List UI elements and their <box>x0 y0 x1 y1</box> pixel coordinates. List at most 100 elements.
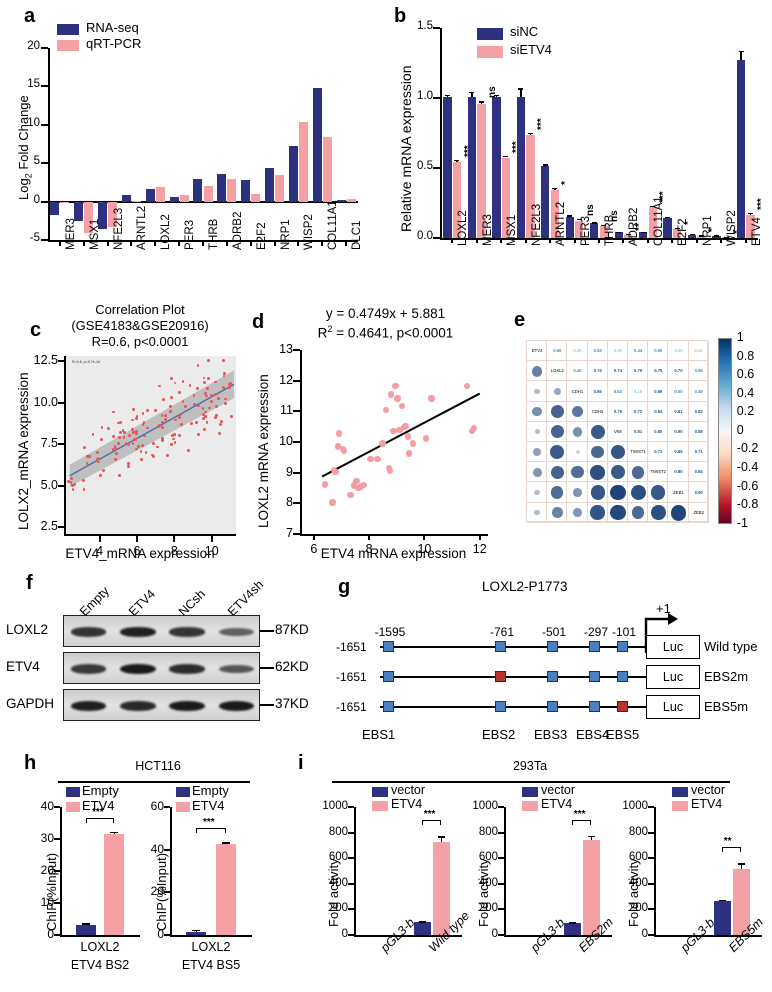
y-tick-i-1 <box>498 831 504 834</box>
scatter-point-d <box>406 450 413 457</box>
y-axis-i-2 <box>654 807 656 935</box>
errorbar-i-1-etv4 <box>590 835 592 840</box>
blot-mw-leader <box>260 704 274 706</box>
scatter-point-c <box>158 384 161 388</box>
heatmap-circle <box>534 509 540 516</box>
scatter-point-d <box>388 391 395 398</box>
heatmap-cell <box>547 421 568 442</box>
construct-name-0: Wild type <box>704 639 758 654</box>
errorcap-b <box>601 224 607 227</box>
scatter-point-c <box>160 437 164 440</box>
bar-b-siNC-MER3 <box>467 96 477 238</box>
heatmap-cell <box>628 421 649 442</box>
blot-protein-label: ETV4 <box>6 659 40 674</box>
heatmap-diagonal-label: TWIST1 <box>630 449 646 455</box>
y-tick-a <box>41 47 48 49</box>
scatter-point-c <box>228 381 232 385</box>
scatter-point-d <box>367 455 374 463</box>
x-ticklabel-c: 6 <box>133 544 141 558</box>
scatter-point-c <box>113 446 117 450</box>
scatter-point-c <box>171 437 175 441</box>
errorcap-b <box>689 233 695 236</box>
site-position-4: -101 <box>611 625 637 639</box>
x-tick-d <box>423 534 426 540</box>
bar-a-RNAseq-E2F2 <box>241 179 251 202</box>
x-tick-c <box>98 536 101 542</box>
x-tick-b <box>671 238 674 243</box>
scatter-point-c <box>156 424 160 428</box>
heatmap-value: 0.84 <box>654 408 663 414</box>
heatmap-diagonal-label: LOXL2 <box>550 368 564 374</box>
heatmap-diagonal-label: ZEB1 <box>673 489 684 495</box>
y-ticklabel-h-1: 20 <box>150 884 164 899</box>
heatmap-cell <box>688 421 709 442</box>
panel-c-label: c <box>30 319 42 341</box>
colorbar-tick-e: 1 <box>736 330 744 344</box>
x-ticklabel-b: THRB <box>604 214 616 246</box>
scatter-point-c <box>222 372 226 375</box>
heatmap-value: 0.71 <box>694 449 703 455</box>
bar-a-qRTPCR-PER3 <box>179 194 189 202</box>
y-ticklabel-d: 13 <box>279 342 293 356</box>
bar-a-qRTPCR-LOXL2 <box>155 187 165 202</box>
heatmap-value: 0.72 <box>634 408 643 414</box>
heatmap-circle <box>534 489 540 496</box>
heatmap-cell <box>567 482 588 503</box>
heatmap-cell <box>688 442 709 463</box>
scatter-point-d <box>360 481 368 489</box>
construct-line-1 <box>380 676 646 679</box>
y-ticklabel-a: 5 <box>33 155 40 168</box>
y-tick-a <box>41 200 48 203</box>
heatmap-cell <box>587 381 608 402</box>
y-ticklabel-i-2: 200 <box>628 902 648 915</box>
construct-title-g: LOXL2-P1773 <box>482 579 568 594</box>
blot-band <box>70 701 107 711</box>
y-axis-label-h-1: ChIP(%Input) <box>154 852 169 931</box>
scatter-point-c <box>177 434 181 438</box>
x-ticklabel-b: E2F2 <box>677 218 690 247</box>
bar-b-siNC-LOXL2 <box>443 96 452 238</box>
y-tick-i-0 <box>348 882 354 885</box>
x-tick-a <box>273 240 276 246</box>
scatter-point-c <box>143 434 147 438</box>
y-ticklabel-b: 1.5 <box>417 20 433 32</box>
ebs-site-EBS1-row0 <box>382 640 394 652</box>
heatmap-diagonal-label: CDH1 <box>571 388 584 394</box>
scatter-point-c <box>190 422 194 425</box>
correlation-matrix-e: ETV4 0.60 0.30 0.53 0.29 0.44 0.50 0.30 0.31 LOXL… <box>526 340 709 523</box>
x-axis-i-0 <box>354 935 462 937</box>
site-position-1: -761 <box>489 625 515 639</box>
legend-label-qrtpcr: qRT-PCR <box>86 36 142 51</box>
bar-b-siNC-ARNTL2 <box>541 165 550 238</box>
heatmap-circle <box>532 407 542 417</box>
scatter-point-c <box>96 450 100 454</box>
x-ticklabel-a: NRP1 <box>279 219 292 250</box>
scatter-point-d <box>390 428 397 435</box>
cellline-label-i: 293Ta <box>512 759 548 773</box>
significance-b-NFE2L3: *** <box>535 117 547 130</box>
scatter-point-c <box>145 426 149 430</box>
scatter-point-c <box>111 410 115 414</box>
y-ticklabel-i-2: 800 <box>628 825 648 838</box>
scatter-point-c <box>204 392 208 395</box>
x-axis-h-0 <box>60 935 140 937</box>
y-axis-label-a: Log2 Fold Change <box>16 95 34 200</box>
scatter-point-d <box>386 467 394 475</box>
ebs-site-EBS5-row2 <box>616 700 628 712</box>
y-tick-c <box>58 401 64 404</box>
ebs-site-EBS2-row0 <box>494 640 506 652</box>
x-ticklabel-d: 8 <box>365 542 373 556</box>
x-tick-c <box>173 536 176 542</box>
panel-g-label: g <box>338 576 351 598</box>
y-tick-c <box>58 526 64 529</box>
y-ticklabel-a: 0 <box>33 193 40 206</box>
y-ticklabel-i-0: 200 <box>328 902 348 915</box>
y-ticklabel-i-0: 0 <box>341 928 348 940</box>
legend-swatch-etv4-1 <box>176 802 190 812</box>
legend-label-empty-0: Empty <box>82 783 119 798</box>
bar-a-qRTPCR-ADRB2 <box>227 179 237 202</box>
scatter-point-c <box>203 427 206 431</box>
x-axis-label-d: ETV4 mRNA expression <box>320 546 467 561</box>
heatmap-cell <box>527 401 548 422</box>
panel-i-label: i <box>298 752 304 774</box>
